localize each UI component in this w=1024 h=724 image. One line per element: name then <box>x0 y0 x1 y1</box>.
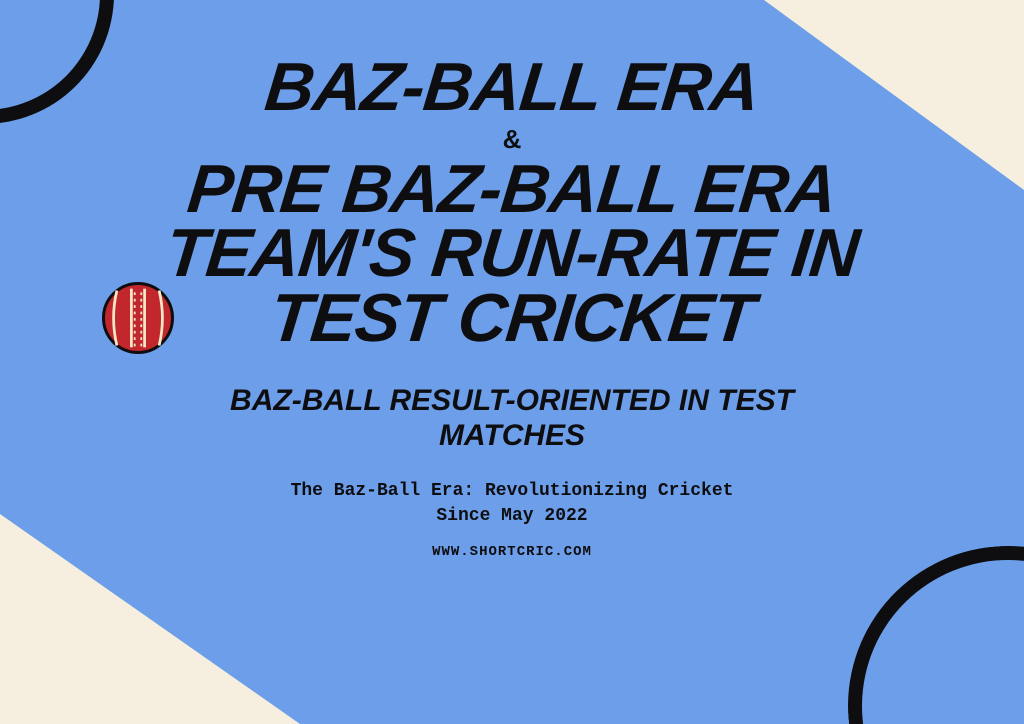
heading-line-3: TEAM'S RUN-RATE IN <box>117 221 908 286</box>
heading-line-1: BAZ-BALL ERA <box>117 55 908 120</box>
bottom-right-arc <box>835 533 1024 724</box>
heading-ampersand: & <box>120 124 904 155</box>
heading-line-4: TEST CRICKET <box>117 286 908 351</box>
subtitle-line-2: MATCHES <box>120 419 904 454</box>
heading-line-2: PRE BAZ-BALL ERA <box>117 157 908 222</box>
tagline-line-2: Since May 2022 <box>120 504 904 528</box>
infographic-canvas: BAZ-BALL ERA & PRE BAZ-BALL ERA TEAM'S R… <box>0 0 1024 724</box>
tagline-line-1: The Baz-Ball Era: Revolutionizing Cricke… <box>120 479 904 503</box>
subtitle-line-1: BAZ-BALL RESULT-ORIENTED IN TEST <box>120 384 904 419</box>
website-url: WWW.SHORTCRIC.COM <box>120 544 904 560</box>
text-content: BAZ-BALL ERA & PRE BAZ-BALL ERA TEAM'S R… <box>0 55 1024 560</box>
